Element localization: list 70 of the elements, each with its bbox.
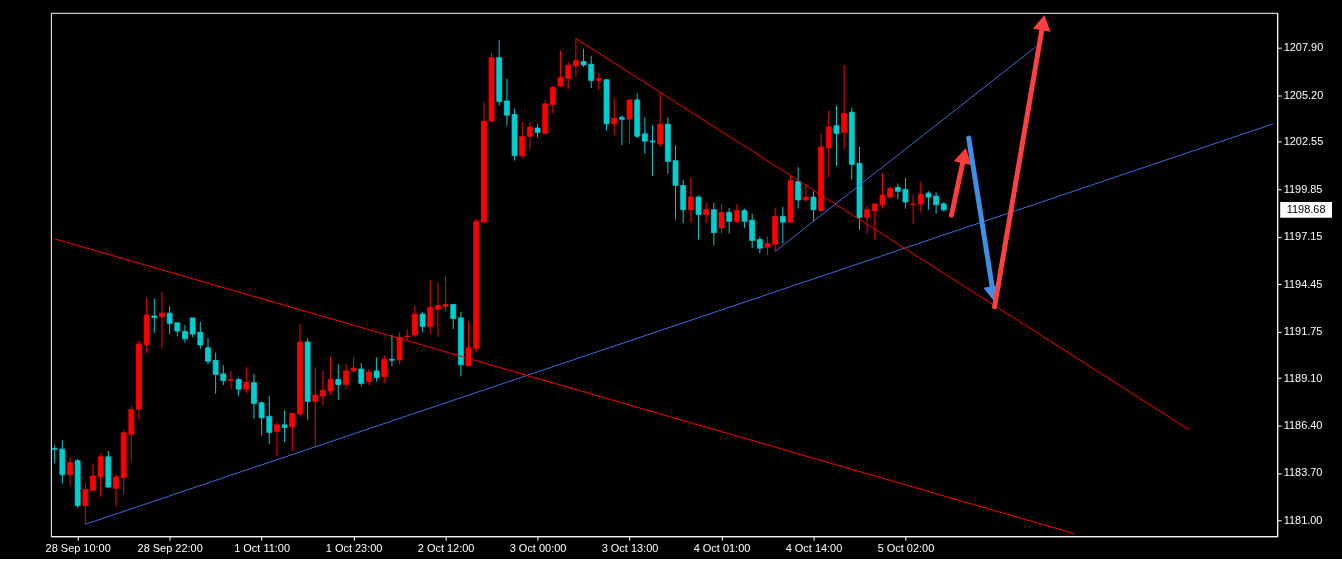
candlestick [917, 181, 924, 214]
y-tick-label: 1194.45 [1283, 277, 1323, 290]
candlestick [527, 121, 533, 151]
candlestick [419, 311, 426, 333]
candlestick [864, 205, 871, 235]
x-tick-label: 28 Sep 22:00 [137, 541, 203, 554]
x-tick-label: 4 Oct 14:00 [785, 541, 843, 554]
candlestick [695, 194, 702, 241]
candlestick [228, 370, 234, 390]
candlestick [243, 366, 250, 394]
x-tick-label: 3 Oct 00:00 [509, 541, 567, 554]
candlestick [726, 207, 733, 235]
candlestick [795, 166, 802, 210]
candlestick [289, 412, 296, 452]
candlestick [113, 473, 119, 508]
candlestick [825, 109, 832, 179]
candlestick [358, 362, 365, 387]
x-tick-label: 28 Sep 10:00 [45, 541, 111, 554]
candlestick [151, 298, 158, 334]
candlestick [159, 291, 165, 349]
y-tick-label: 1199.85 [1283, 182, 1323, 195]
candlestick [703, 202, 710, 224]
y-tick-label: 1207.90 [1283, 41, 1324, 54]
y-tick-label: 1181.00 [1283, 513, 1323, 526]
candlestick [312, 366, 319, 448]
candlestick [910, 194, 917, 225]
candlestick [389, 334, 395, 367]
candlestick [235, 377, 242, 397]
y-tick-label: 1202.55 [1283, 135, 1324, 148]
candlestick [412, 304, 418, 338]
candlestick [833, 105, 840, 167]
candlestick [810, 190, 817, 222]
candlestick [611, 97, 618, 136]
y-tick-label: 1186.40 [1283, 419, 1323, 432]
candlestick [381, 354, 388, 384]
candlestick [373, 356, 380, 382]
candlestick [82, 482, 89, 525]
candlestick [335, 363, 342, 401]
y-tick-label: 1197.15 [1283, 230, 1323, 243]
candlestick [626, 99, 633, 145]
x-tick-label: 4 Oct 01:00 [693, 541, 751, 554]
candlestick [657, 92, 664, 148]
candlestick [841, 64, 848, 150]
x-tick-label: 1 Oct 23:00 [325, 541, 383, 554]
candlestick [710, 202, 717, 246]
candlestick [733, 203, 740, 224]
candlestick [450, 303, 457, 330]
candlestick [779, 206, 786, 244]
x-tick-label: 5 Oct 02:00 [877, 541, 935, 554]
y-tick-label: 1189.10 [1283, 371, 1323, 384]
candlestick [274, 421, 280, 457]
candlestick [427, 279, 434, 335]
candlestick [595, 72, 602, 91]
candlestick [281, 409, 288, 443]
y-tick-label: 1205.20 [1283, 88, 1324, 101]
x-tick-label: 3 Oct 13:00 [601, 541, 659, 554]
candlestick [549, 85, 556, 114]
candlestick [618, 114, 625, 146]
candlestick [90, 463, 96, 492]
y-tick-label: 1183.70 [1283, 466, 1323, 479]
text: 1198.68 [1286, 202, 1326, 215]
candlestick [519, 121, 526, 160]
candlestick [67, 457, 73, 486]
candlestick [687, 177, 694, 223]
candlestick [182, 324, 188, 344]
x-tick-label: 2 Oct 12:00 [417, 541, 475, 554]
x-tick-label: 1 Oct 11:00 [234, 541, 291, 554]
y-tick-label: 1191.75 [1283, 325, 1323, 338]
candlestick [97, 453, 104, 498]
candlestick [718, 203, 725, 235]
